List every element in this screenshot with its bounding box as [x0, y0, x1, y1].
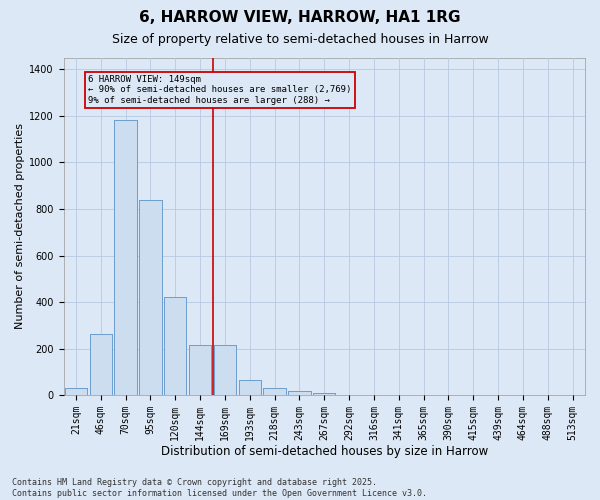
- Bar: [313, 393, 335, 396]
- Bar: [239, 380, 261, 396]
- Text: 6 HARROW VIEW: 149sqm
← 90% of semi-detached houses are smaller (2,769)
9% of se: 6 HARROW VIEW: 149sqm ← 90% of semi-deta…: [88, 75, 352, 105]
- Bar: [214, 346, 236, 396]
- X-axis label: Distribution of semi-detached houses by size in Harrow: Distribution of semi-detached houses by …: [161, 444, 488, 458]
- Text: Size of property relative to semi-detached houses in Harrow: Size of property relative to semi-detach…: [112, 32, 488, 46]
- Y-axis label: Number of semi-detached properties: Number of semi-detached properties: [15, 124, 25, 330]
- Text: Contains HM Land Registry data © Crown copyright and database right 2025.
Contai: Contains HM Land Registry data © Crown c…: [12, 478, 427, 498]
- Bar: [164, 298, 187, 396]
- Bar: [164, 298, 187, 396]
- Bar: [263, 388, 286, 396]
- Bar: [65, 388, 87, 396]
- Bar: [313, 393, 335, 396]
- Text: 6, HARROW VIEW, HARROW, HA1 1RG: 6, HARROW VIEW, HARROW, HA1 1RG: [139, 10, 461, 25]
- Bar: [139, 200, 161, 396]
- Bar: [214, 346, 236, 396]
- Bar: [189, 346, 211, 396]
- Bar: [115, 120, 137, 396]
- Bar: [89, 334, 112, 396]
- Bar: [189, 346, 211, 396]
- Bar: [139, 200, 161, 396]
- Bar: [288, 390, 311, 396]
- Bar: [65, 388, 87, 396]
- Bar: [263, 388, 286, 396]
- Bar: [115, 120, 137, 396]
- Bar: [89, 334, 112, 396]
- Bar: [288, 390, 311, 396]
- Bar: [239, 380, 261, 396]
